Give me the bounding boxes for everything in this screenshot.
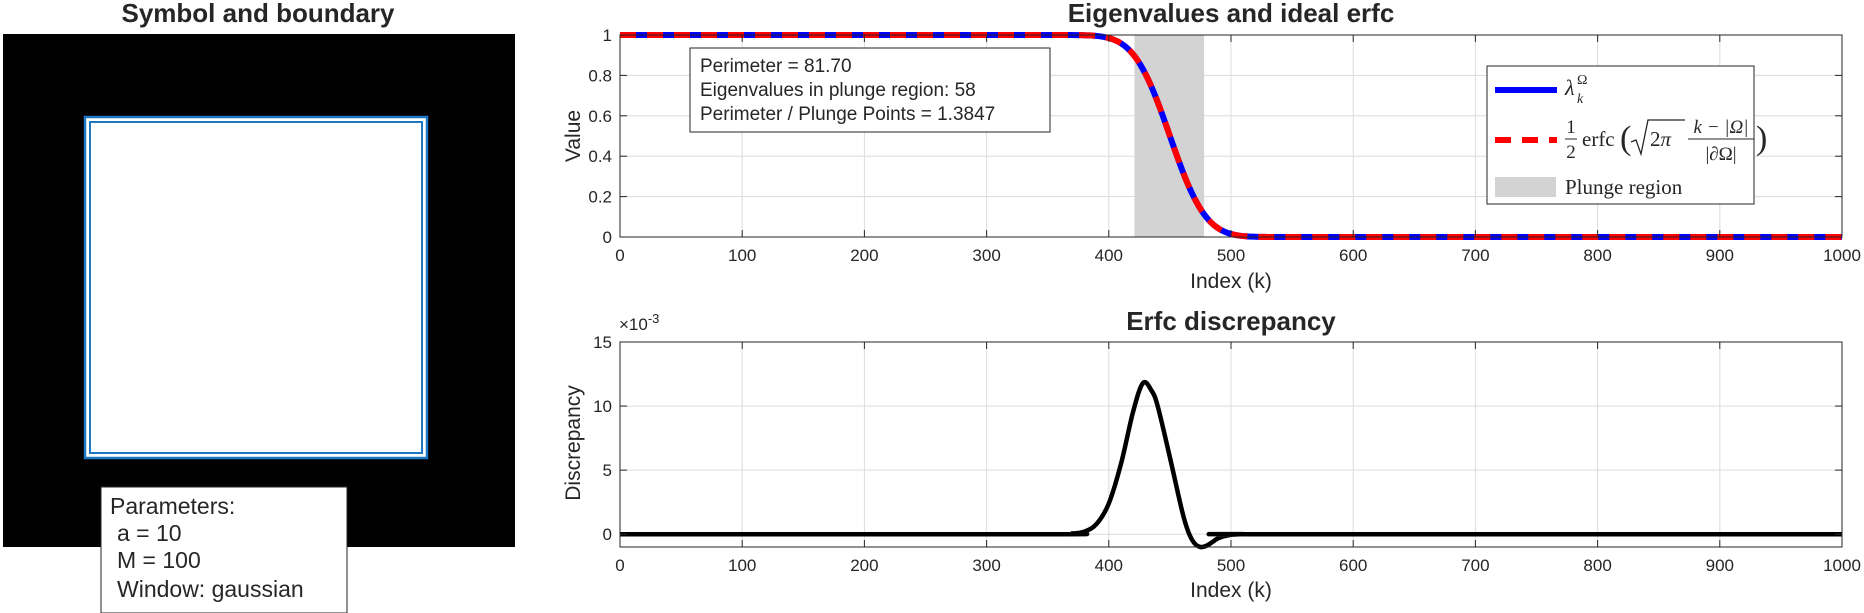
legend-plunge-swatch	[1495, 177, 1556, 197]
y-tick-label: 0.8	[588, 66, 612, 85]
legend-erfc-formula: 1 2 erfc ( 2π k − |Ω| |∂Ω| )	[1565, 117, 1767, 165]
legend-paren-close: )	[1756, 120, 1767, 157]
legend-lambda: λ	[1564, 75, 1575, 100]
legend-lambda-subscript: k	[1577, 92, 1584, 107]
x-tick-label: 700	[1461, 246, 1489, 265]
parameters-box: Parameters: a = 10 M = 100 Window: gauss…	[100, 486, 348, 613]
legend-frac-num: 1	[1566, 117, 1576, 138]
x-tick-label: 500	[1217, 246, 1245, 265]
legend-frac2-den: |∂Ω|	[1705, 144, 1736, 165]
parameter-window: Window: gaussian	[117, 576, 304, 602]
x-tick-label: 400	[1095, 556, 1123, 575]
y-tick-label: 0.4	[588, 147, 612, 166]
parameters-heading: Parameters:	[110, 493, 235, 519]
symbol-panel: Symbol and boundary Parameters: a = 10 M…	[3, 0, 515, 613]
x-tick-label: 500	[1217, 556, 1245, 575]
x-tick-label: 900	[1706, 556, 1734, 575]
y-tick-label: 1	[603, 26, 612, 45]
discrepancy-line	[619, 379, 1842, 550]
discrepancy-grid	[619, 341, 1843, 547]
x-tick-label: 200	[850, 246, 878, 265]
annotation-plunge-count: Eigenvalues in plunge region: 58	[700, 80, 976, 101]
annotation-perimeter: Perimeter = 81.70	[700, 56, 852, 77]
legend: λ k Ω 1 2 erfc ( 2π k − |Ω| |∂Ω| ) Plung…	[1486, 65, 1767, 205]
discrepancy-chart-title: Erfc discrepancy	[1126, 306, 1336, 336]
x-tick-label: 0	[615, 246, 624, 265]
legend-sqrt-sign	[1630, 119, 1685, 157]
y-tick-label: 0	[603, 525, 612, 544]
legend-sqrt-arg: 2π	[1650, 127, 1672, 151]
parameter-m: M = 100	[117, 547, 201, 573]
x-tick-label: 1000	[1823, 556, 1861, 575]
x-tick-label: 300	[972, 556, 1000, 575]
eigen-ticks: 0 100 200 300 400 500 600 700 800 900 1000 0 0.2 0.4 0…	[588, 26, 1861, 265]
parameter-a: a = 10	[117, 520, 182, 546]
y-tick-label: 10	[593, 397, 612, 416]
legend-plunge-label: Plunge region	[1565, 175, 1683, 199]
x-tick-label: 900	[1706, 246, 1734, 265]
y-tick-label: 15	[593, 333, 612, 352]
x-tick-label: 600	[1339, 556, 1367, 575]
discrepancy-ticks: 0 100 200 300 400 500 600 700 800 900 1000 0 5 10 15	[593, 333, 1861, 575]
annotation-box: Perimeter = 81.70 Eigenvalues in plunge …	[689, 47, 1051, 133]
x-tick-label: 100	[728, 246, 756, 265]
eigen-ylabel: Value	[562, 110, 585, 162]
symbol-panel-title: Symbol and boundary	[121, 0, 395, 28]
legend-frac-den: 2	[1566, 142, 1576, 163]
x-tick-label: 800	[1583, 556, 1611, 575]
x-tick-label: 700	[1461, 556, 1489, 575]
eigen-chart: Eigenvalues and ideal erfc 0 100 200 300 400…	[562, 0, 1861, 293]
boundary-inner	[89, 121, 423, 454]
x-tick-label: 0	[615, 556, 624, 575]
x-tick-label: 400	[1095, 246, 1123, 265]
y-tick-label: 0.2	[588, 188, 612, 207]
legend-erfc-word: erfc	[1582, 127, 1615, 151]
legend-lambda-superscript: Ω	[1577, 73, 1587, 88]
y-tick-label: 5	[603, 461, 612, 480]
legend-frac2-num: k − |Ω|	[1694, 117, 1749, 138]
discrepancy-ylabel: Discrepancy	[562, 385, 585, 501]
discrepancy-exponent: ×10-3	[619, 311, 659, 334]
boundary-outer	[83, 115, 429, 460]
y-tick-label: 0	[603, 228, 612, 247]
eigen-chart-title: Eigenvalues and ideal erfc	[1068, 0, 1395, 28]
x-tick-label: 600	[1339, 246, 1367, 265]
x-tick-label: 1000	[1823, 246, 1861, 265]
annotation-ratio: Perimeter / Plunge Points = 1.3847	[700, 104, 995, 125]
x-tick-label: 300	[972, 246, 1000, 265]
legend-paren-open: (	[1620, 120, 1631, 157]
discrepancy-xlabel: Index (k)	[1190, 579, 1272, 602]
eigen-xlabel: Index (k)	[1190, 270, 1272, 293]
x-tick-label: 200	[850, 556, 878, 575]
x-tick-label: 100	[728, 556, 756, 575]
x-tick-label: 800	[1583, 246, 1611, 265]
symbol-support	[85, 117, 427, 458]
y-tick-label: 0.6	[588, 107, 612, 126]
discrepancy-chart: Erfc discrepancy 0 100 200 300 400 500 600 700 8…	[562, 306, 1861, 602]
